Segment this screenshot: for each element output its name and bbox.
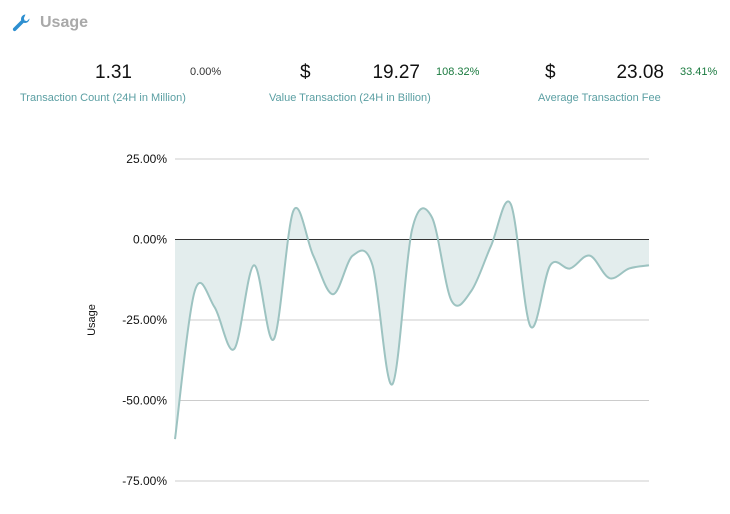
y-tick-label: 25.00% [126, 152, 167, 166]
page-title: Usage [40, 14, 89, 31]
y-tick-label: -50.00% [122, 394, 167, 408]
transaction-count-caption: Transaction Count (24H in Million) [20, 92, 186, 104]
average-fee-caption: Average Transaction Fee [538, 92, 661, 104]
usage-line [174, 200, 650, 440]
usage-header: Usage [10, 12, 88, 34]
average-fee-change: 33.41% [680, 66, 718, 78]
value-transaction-caption: Value Transaction (24H in Billion) [269, 92, 431, 104]
transaction-count-change: 0.00% [190, 66, 222, 78]
usage-area [175, 201, 649, 440]
value-transaction-value: 19.27 [372, 62, 420, 83]
average-fee-value: 23.08 [616, 62, 664, 83]
wrench-icon [10, 12, 32, 34]
value-transaction-currency: $ [300, 62, 311, 83]
transaction-count-value: 1.31 [95, 62, 132, 83]
y-tick-label: -25.00% [122, 313, 167, 327]
y-tick-label: 0.00% [133, 233, 167, 247]
value-transaction-change: 108.32% [436, 66, 480, 78]
y-tick-label: -75.00% [122, 474, 167, 488]
y-axis-label: Usage [86, 304, 98, 336]
average-fee-currency: $ [545, 62, 556, 83]
